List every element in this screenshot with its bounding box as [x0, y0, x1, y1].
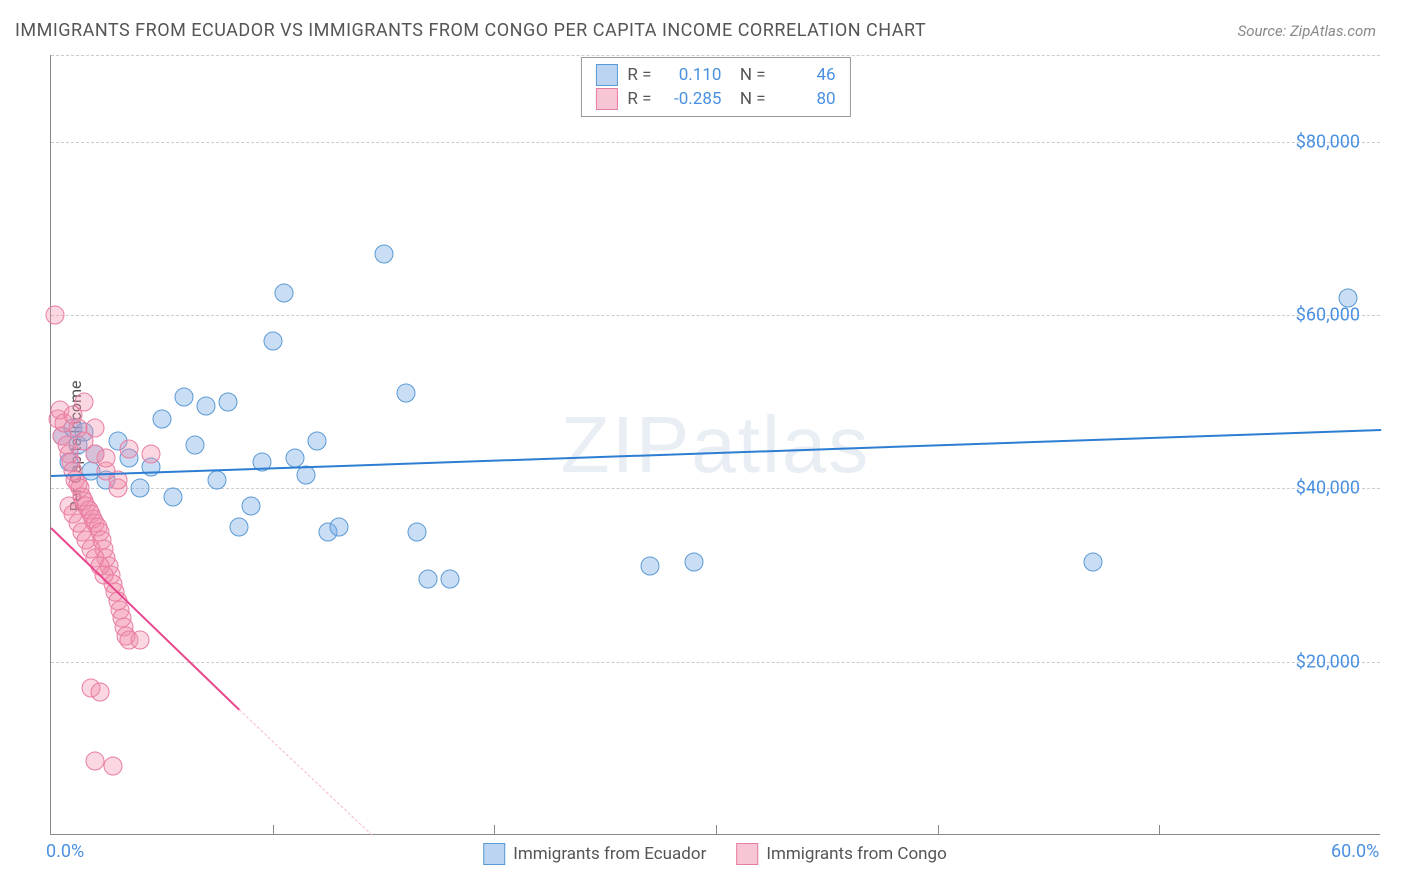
- data-point: [241, 496, 260, 515]
- data-point: [130, 631, 149, 650]
- y-tick-label: $40,000: [1296, 478, 1360, 499]
- data-point: [97, 449, 116, 468]
- n-label: N =: [731, 65, 765, 85]
- data-point: [163, 488, 182, 507]
- data-point: [75, 392, 94, 411]
- x-tick-label: 0.0%: [46, 841, 84, 862]
- data-point: [141, 444, 160, 463]
- trend-line: [239, 709, 373, 835]
- y-tick-label: $80,000: [1296, 131, 1360, 152]
- x-tick-mark: [1159, 825, 1160, 835]
- data-point: [230, 518, 249, 537]
- data-point: [1338, 288, 1357, 307]
- data-point: [175, 388, 194, 407]
- trend-line: [50, 528, 240, 711]
- correlation-legend: R = 0.110 N = 46 R = -0.285 N = 80: [580, 57, 850, 117]
- x-tick-mark: [716, 825, 717, 835]
- data-point: [219, 392, 238, 411]
- x-tick-mark: [273, 825, 274, 835]
- r-value: 0.110: [661, 65, 721, 85]
- gridline-horizontal: [51, 488, 1380, 489]
- legend-swatch: [483, 843, 505, 865]
- legend-swatch: [595, 64, 617, 86]
- y-tick-label: $20,000: [1296, 651, 1360, 672]
- gridline-horizontal: [51, 55, 1380, 56]
- data-point: [274, 284, 293, 303]
- data-point: [296, 466, 315, 485]
- legend-row: R = -0.285 N = 80: [595, 88, 835, 110]
- series-legend: Immigrants from Ecuador Immigrants from C…: [483, 843, 947, 865]
- gridline-horizontal: [51, 662, 1380, 663]
- source-link[interactable]: ZipAtlas.com: [1290, 22, 1376, 40]
- legend-swatch: [595, 88, 617, 110]
- data-point: [86, 418, 105, 437]
- x-tick-mark: [494, 825, 495, 835]
- trend-line: [51, 429, 1381, 477]
- r-label: R =: [627, 89, 651, 109]
- data-point: [640, 557, 659, 576]
- watermark: ZIPatlas: [561, 399, 870, 491]
- n-value: 46: [776, 65, 836, 85]
- data-point: [90, 683, 109, 702]
- gridline-horizontal: [51, 315, 1380, 316]
- data-point: [86, 752, 105, 771]
- source-attribution: Source: ZipAtlas.com: [1238, 22, 1376, 40]
- legend-item: Immigrants from Ecuador: [483, 843, 706, 865]
- data-point: [441, 570, 460, 589]
- data-point: [46, 306, 65, 325]
- plot-region: ZIPatlas R = 0.110 N = 46 R = -0.285 N = 80 $…: [50, 55, 1380, 835]
- data-point: [418, 570, 437, 589]
- n-label: N =: [731, 89, 765, 109]
- data-point: [152, 410, 171, 429]
- data-point: [119, 440, 138, 459]
- data-point: [374, 245, 393, 264]
- data-point: [186, 436, 205, 455]
- data-point: [208, 470, 227, 489]
- data-point: [684, 553, 703, 572]
- x-tick-label: 60.0%: [1331, 841, 1379, 862]
- data-point: [1083, 553, 1102, 572]
- data-point: [396, 384, 415, 403]
- n-value: 80: [776, 89, 836, 109]
- legend-item: Immigrants from Congo: [736, 843, 946, 865]
- data-point: [285, 449, 304, 468]
- data-point: [263, 332, 282, 351]
- legend-swatch: [736, 843, 758, 865]
- data-point: [308, 431, 327, 450]
- gridline-horizontal: [51, 142, 1380, 143]
- data-point: [197, 397, 216, 416]
- data-point: [104, 756, 123, 775]
- legend-row: R = 0.110 N = 46: [595, 64, 835, 86]
- data-point: [330, 518, 349, 537]
- r-label: R =: [627, 65, 651, 85]
- x-tick-mark: [938, 825, 939, 835]
- y-tick-label: $60,000: [1296, 305, 1360, 326]
- legend-label: Immigrants from Congo: [766, 844, 946, 864]
- source-label: Source:: [1238, 22, 1290, 40]
- chart-title: IMMIGRANTS FROM ECUADOR VS IMMIGRANTS FR…: [15, 20, 926, 41]
- data-point: [130, 479, 149, 498]
- chart-area: ZIPatlas R = 0.110 N = 46 R = -0.285 N = 80 $…: [50, 55, 1380, 835]
- data-point: [407, 522, 426, 541]
- legend-label: Immigrants from Ecuador: [513, 844, 706, 864]
- r-value: -0.285: [661, 89, 721, 109]
